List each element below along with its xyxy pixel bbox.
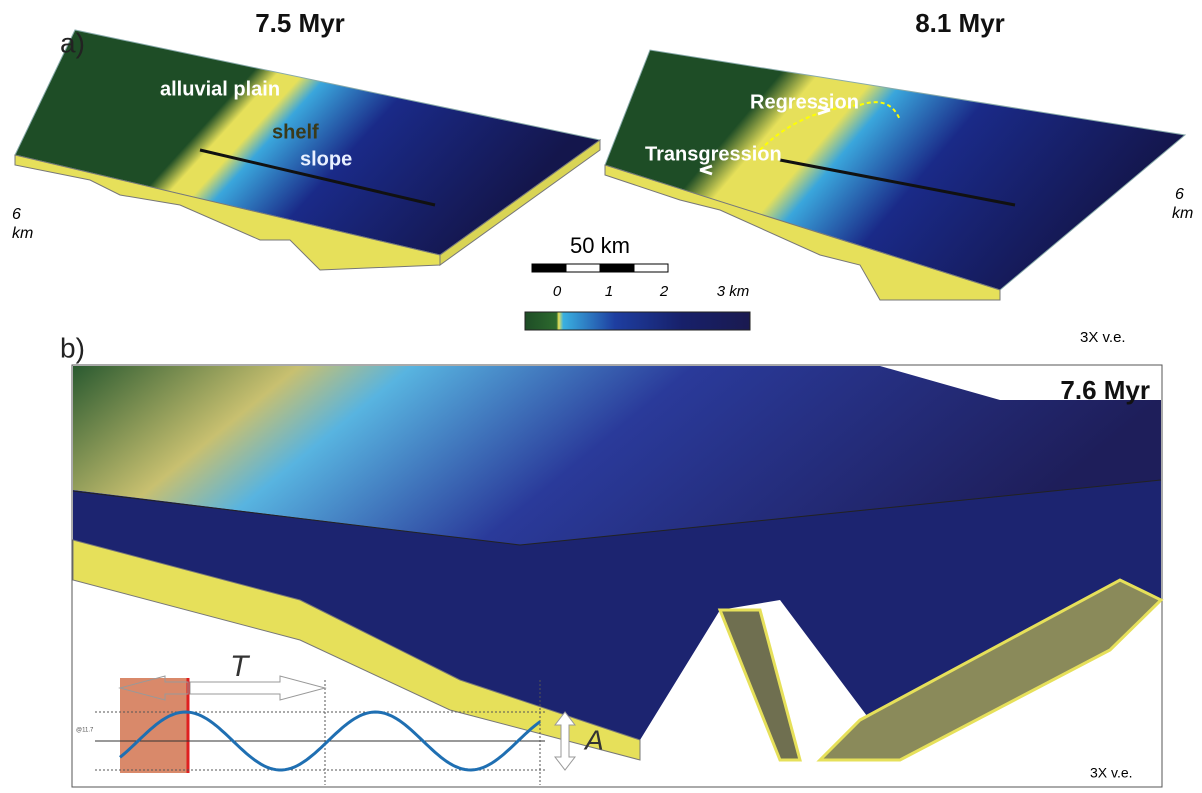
scale-bar: [532, 264, 668, 272]
panel-label: a): [60, 27, 85, 58]
panel-label: b): [60, 332, 85, 363]
exaggeration: 3X v.e.: [1080, 329, 1126, 346]
colorbar-label: 1: [605, 283, 613, 300]
figure: a) 7.5 Myr 8.1 Myr alluvial plain shelf …: [0, 0, 1202, 788]
panel-title: 8.1 Myr: [915, 8, 1005, 38]
colorbar-label: 0: [553, 283, 562, 300]
colorbar: [525, 312, 750, 330]
depth-unit: km: [12, 225, 33, 242]
annotation: slope: [300, 148, 352, 170]
panel-title: 7.6 Myr: [1060, 375, 1150, 405]
depth-scale: 6: [1175, 186, 1184, 203]
sea-level-label: @11.7: [76, 728, 94, 734]
period-label: T: [230, 650, 251, 683]
colorbar-label: 3 km: [717, 283, 750, 300]
annotation: Transgression: [645, 143, 782, 165]
amplitude-label: A: [583, 724, 604, 755]
annotation: Regression: [750, 91, 859, 113]
exaggeration: 3X v.e.: [1090, 765, 1133, 781]
depth-unit: km: [1172, 205, 1193, 222]
colorbar-label: 2: [659, 283, 669, 300]
annotation: shelf: [272, 121, 319, 143]
panel-title: 7.5 Myr: [255, 8, 345, 38]
depth-scale: 6: [12, 206, 21, 223]
scale-bar-label: 50 km: [570, 233, 630, 258]
annotation: alluvial plain: [160, 78, 280, 100]
